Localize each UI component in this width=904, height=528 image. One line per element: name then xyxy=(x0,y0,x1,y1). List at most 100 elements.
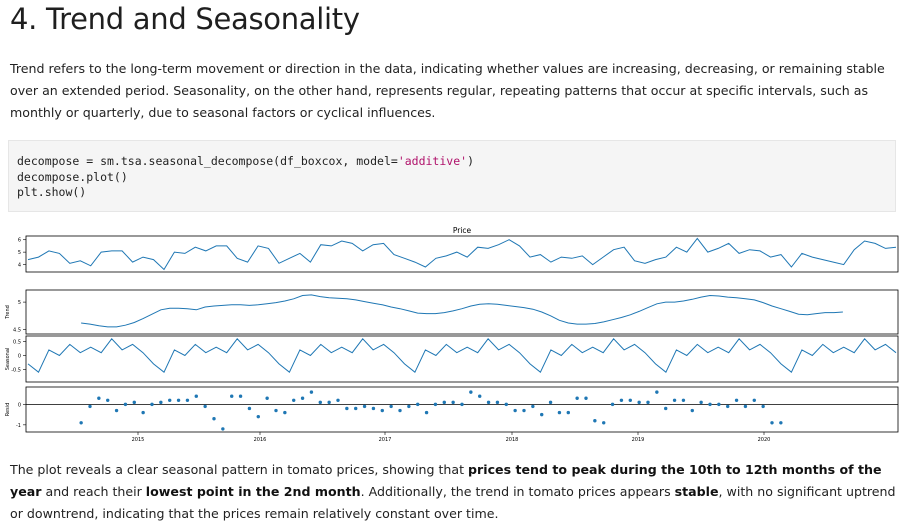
x-tick-label: 2016 xyxy=(254,437,267,443)
residual-point xyxy=(318,400,322,405)
residual-point xyxy=(779,421,783,425)
residual-point xyxy=(389,404,393,409)
residual-point xyxy=(717,402,721,407)
residual-point xyxy=(424,410,429,415)
residual-point xyxy=(168,398,172,402)
residual-point xyxy=(88,404,92,409)
series-line-seasonal xyxy=(27,338,897,373)
residual-point xyxy=(664,406,668,411)
residual-point xyxy=(646,400,650,405)
residual-point xyxy=(451,400,455,405)
residual-point xyxy=(203,404,207,409)
residual-point xyxy=(442,400,446,405)
y-tick-label-observed: 6 xyxy=(18,238,21,244)
residual-point xyxy=(610,402,615,407)
residual-point xyxy=(557,410,562,415)
panel-frame-observed xyxy=(25,235,899,273)
residual-point xyxy=(354,406,358,411)
section-title: 4. Trend and Seasonality xyxy=(10,2,360,36)
x-tick-label: 2017 xyxy=(379,437,392,443)
residual-point xyxy=(407,404,411,409)
residual-point xyxy=(672,398,677,402)
residual-point xyxy=(265,396,269,400)
x-tick-label: 2018 xyxy=(506,437,519,443)
highlight-peak: prices tend to peak during the 10th to 1… xyxy=(10,462,882,499)
residual-point xyxy=(159,400,163,405)
highlight-stable: stable xyxy=(674,484,719,499)
residual-point xyxy=(345,406,349,411)
y-axis-label-seasonal: Seasonal xyxy=(5,348,11,371)
residual-point xyxy=(469,390,473,394)
residual-point xyxy=(460,402,464,407)
y-tick-label-trend: 5 xyxy=(18,300,21,306)
residual-point xyxy=(371,406,376,411)
residual-point xyxy=(504,402,508,407)
residual-point xyxy=(123,402,128,407)
residual-point xyxy=(230,394,234,398)
code-line-2: decompose.plot() xyxy=(17,169,128,184)
residual-point xyxy=(327,400,331,405)
panel-frame-trend xyxy=(25,289,899,335)
residual-point xyxy=(478,394,482,398)
residual-point xyxy=(362,404,367,409)
residual-point xyxy=(150,402,154,407)
residual-point xyxy=(540,412,544,417)
residual-point xyxy=(79,421,83,425)
residual-point xyxy=(221,427,225,431)
residual-point xyxy=(300,396,305,400)
residual-point xyxy=(141,410,145,415)
residual-point xyxy=(637,400,641,405)
x-tick-label: 2015 xyxy=(132,437,145,443)
residual-point xyxy=(752,398,756,402)
highlight-lowest: lowest point in the 2nd month xyxy=(145,484,361,499)
y-tick-label-residual: 0 xyxy=(18,402,21,408)
panel-frame-seasonal xyxy=(25,335,899,383)
residual-point xyxy=(708,402,712,407)
residual-point xyxy=(743,404,748,409)
residual-point xyxy=(336,398,340,402)
residual-point xyxy=(283,410,287,415)
residual-point xyxy=(522,408,526,413)
residual-point xyxy=(531,404,535,409)
y-tick-label-seasonal: 0 xyxy=(18,354,21,360)
residual-point xyxy=(114,408,119,413)
series-line-observed xyxy=(27,237,897,271)
residual-point xyxy=(495,400,500,405)
residual-point xyxy=(681,398,686,402)
residual-point xyxy=(176,398,181,402)
residual-point xyxy=(106,398,110,402)
x-tick-label: 2020 xyxy=(758,437,771,443)
y-tick-label-observed: 5 xyxy=(18,250,21,256)
residual-point xyxy=(770,421,774,425)
residual-point xyxy=(132,400,136,405)
code-cell[interactable]: decompose = sm.tsa.seasonal_decompose(df… xyxy=(8,140,896,212)
residual-point xyxy=(593,419,597,423)
residual-point xyxy=(575,396,579,400)
panel-frame-residual xyxy=(25,386,899,433)
residual-point xyxy=(619,398,624,402)
residual-point xyxy=(548,400,553,405)
residual-point xyxy=(602,421,606,425)
y-tick-label-seasonal: -0.5 xyxy=(11,367,21,373)
residual-point xyxy=(690,408,694,413)
residual-point xyxy=(655,390,659,394)
y-tick-label-trend: 4.5 xyxy=(13,328,21,334)
residual-point xyxy=(185,398,190,402)
residual-point xyxy=(247,406,252,411)
y-tick-label-residual: -1 xyxy=(16,423,21,429)
residual-point xyxy=(292,398,296,402)
residual-point xyxy=(628,398,632,402)
residual-point xyxy=(97,396,101,400)
residual-point xyxy=(486,400,491,405)
residual-point xyxy=(398,408,402,413)
code-block: decompose = sm.tsa.seasonal_decompose(df… xyxy=(17,154,474,199)
residual-point xyxy=(380,408,384,413)
x-tick-label: 2019 xyxy=(632,437,645,443)
residual-point xyxy=(734,398,739,402)
residual-point xyxy=(566,410,570,415)
chart-title: Price xyxy=(453,226,472,235)
conclusion-paragraph: The plot reveals a clear seasonal patter… xyxy=(10,462,896,521)
residual-point xyxy=(584,396,588,400)
residual-point xyxy=(513,408,517,413)
